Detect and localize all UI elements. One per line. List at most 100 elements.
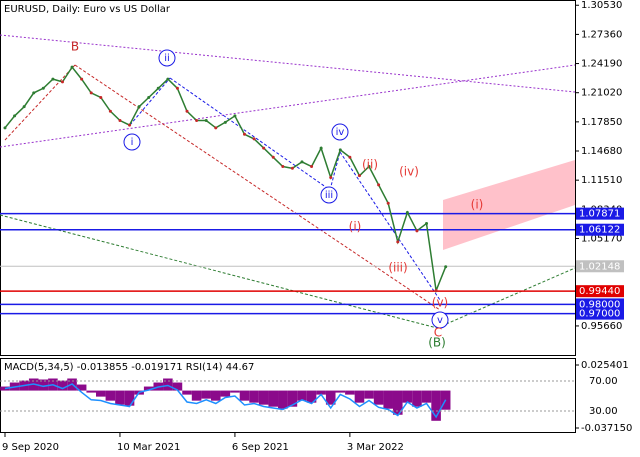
wave-line <box>129 77 171 126</box>
wave-label: (i) <box>471 198 484 212</box>
x-tick-label: 9 Sep 2020 <box>2 442 59 453</box>
wave-line <box>0 214 438 329</box>
level-label-box <box>576 307 624 320</box>
x-tick-label: 6 Sep 2021 <box>232 442 289 453</box>
price-point <box>13 114 17 118</box>
level-label-box <box>576 285 624 298</box>
macd-bar <box>354 390 365 403</box>
macd-bar <box>364 390 374 399</box>
y-tick-label: 1.30530 <box>581 0 622 11</box>
price-point <box>156 86 160 90</box>
price-point <box>89 91 93 95</box>
main-frame <box>0 0 576 356</box>
macd-bar <box>38 379 49 391</box>
price-point <box>252 137 256 141</box>
macd-bar <box>115 390 125 405</box>
rsi-line <box>4 383 447 419</box>
wave-label: (ii) <box>362 158 378 172</box>
macd-bar <box>230 390 240 393</box>
price-point <box>405 210 409 214</box>
price-point <box>137 105 141 109</box>
macd-bar <box>258 390 269 405</box>
price-point <box>51 77 55 81</box>
price-point <box>262 146 266 150</box>
macd-bar <box>105 390 116 401</box>
level-label: 0.97000 <box>579 309 620 320</box>
y-tick-label: 1.14680 <box>581 146 622 157</box>
price-point <box>22 105 26 109</box>
macd-tick-label: 0.025401 <box>581 360 629 371</box>
price-point <box>204 118 208 122</box>
price-point <box>214 126 218 130</box>
price-point <box>243 132 246 136</box>
level-label-box <box>576 260 624 273</box>
macd-bar <box>392 390 403 415</box>
x-tick-label: 3 Mar 2022 <box>347 442 404 453</box>
trend-line <box>0 64 576 148</box>
macd-bar <box>421 390 432 403</box>
x-tick-label: 10 Mar 2021 <box>117 442 180 453</box>
price-point <box>70 65 74 69</box>
wave-label: v <box>437 315 443 326</box>
macd-bar <box>0 386 10 391</box>
level-label: 0.99440 <box>579 286 620 297</box>
wave-label: iv <box>336 127 345 138</box>
price-point <box>377 183 381 187</box>
price-point <box>99 95 103 99</box>
macd-bar <box>220 390 231 397</box>
price-point <box>195 118 199 122</box>
price-point <box>338 148 342 152</box>
wave-label: (iii) <box>388 261 407 275</box>
macd-bar <box>383 390 393 409</box>
level-label-box <box>576 207 624 220</box>
price-point <box>329 176 333 179</box>
wave-label: C <box>434 326 442 340</box>
wave-line <box>74 64 441 311</box>
y-tick-label: 1.27360 <box>581 29 622 40</box>
macd-bar <box>297 390 307 401</box>
price-point <box>166 77 170 81</box>
level-label: 1.06122 <box>579 225 620 236</box>
wave-label: (B) <box>428 336 446 350</box>
price-point <box>108 109 112 113</box>
price-point <box>415 229 419 233</box>
price-point <box>444 265 448 269</box>
wave-circle <box>320 186 338 204</box>
macd-bar <box>249 390 259 403</box>
macd-bar <box>335 390 346 393</box>
price-point <box>425 221 429 225</box>
wave-label: (i) <box>349 220 362 234</box>
wave-line <box>4 64 76 141</box>
price-line <box>4 65 447 294</box>
price-point <box>310 164 314 168</box>
macd-bar <box>124 390 135 406</box>
macd-bar <box>412 390 422 407</box>
macd-bar <box>76 384 87 391</box>
price-point <box>147 95 151 99</box>
macd-bar <box>345 390 355 395</box>
macd-tick-label: -0.037150 <box>581 423 632 434</box>
price-point <box>300 160 304 164</box>
wave-label: (v) <box>432 296 448 310</box>
price-point <box>434 289 438 293</box>
macd-bar <box>96 390 106 397</box>
y-tick-label: 1.05170 <box>581 233 622 244</box>
macd-bar <box>210 390 221 401</box>
wave-label: ii <box>164 53 170 64</box>
price-point <box>319 146 323 150</box>
price-point <box>41 86 45 90</box>
price-point <box>396 240 400 244</box>
wave-circle <box>431 311 449 329</box>
macd-bar <box>278 390 288 409</box>
macd-bar <box>306 390 317 403</box>
macd-bar <box>86 390 97 393</box>
price-point <box>185 109 189 113</box>
macd-bar <box>268 390 279 407</box>
price-point <box>290 166 294 170</box>
price-point <box>271 155 275 159</box>
y-tick-label: 1.21020 <box>581 88 622 99</box>
macd-bar <box>57 380 68 391</box>
macd-bar <box>316 390 326 395</box>
macd-bar <box>373 390 384 405</box>
level-label: 1.07871 <box>579 209 620 220</box>
